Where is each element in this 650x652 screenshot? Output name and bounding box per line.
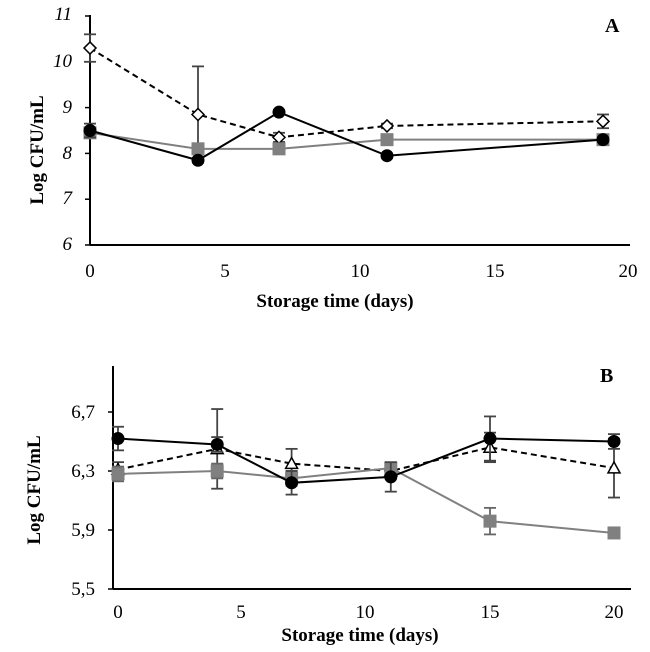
data-point-square [111,467,125,481]
data-point-circle [83,124,97,137]
x-axis-title: Storage time (days) [256,291,413,312]
x-tick-label: 5 [220,261,230,282]
data-point-circle [607,435,621,448]
x-tick-label: 20 [619,261,638,282]
data-point-circle [483,432,497,446]
data-point-circle [191,153,205,167]
y-tick-label: 5,5 [71,579,95,600]
data-point-square [272,142,286,156]
data-point-square [483,514,497,528]
y-tick-label: 6 [63,234,73,255]
x-tick-label: 0 [113,602,123,623]
series-line [117,437,615,484]
x-tick-label: 5 [236,602,246,623]
y-tick-label: 6,3 [71,461,95,482]
data-point-diamond [190,107,206,122]
y-tick-label: 11 [54,4,72,25]
data-point-square [607,526,621,540]
data-point-square [210,464,224,478]
data-point-circle [285,476,299,490]
data-point-square [380,133,394,147]
y-tick-label: 6,7 [71,402,95,423]
data-point-diamond [595,114,611,129]
x-axis-title: Storage time (days) [281,625,438,646]
data-point-circle [380,149,394,163]
plot-marks-a [82,15,611,246]
x-tick-label: 20 [605,602,624,623]
series-line [89,47,604,139]
data-point-diamond [379,118,395,133]
data-point-circle [384,470,398,484]
x-tick-label: 10 [356,602,375,623]
panel-label-a: A [605,15,620,37]
series-line [117,446,615,473]
series-line [117,467,615,534]
panel-label-b: B [600,365,613,387]
x-tick-label: 15 [481,602,500,623]
x-tick-label: 15 [486,261,505,282]
data-point-triangle [606,460,622,474]
x-tick-label: 0 [85,261,95,282]
series-line [89,111,604,162]
chart-panel-a: A 6 7 8 9 10 11 0 5 10 15 20 Storage tim… [27,4,638,312]
chart-panel-b: B 5,5 5,9 6,3 6,7 0 5 10 15 20 Storage t… [24,365,631,646]
data-point-diamond [82,40,98,56]
series-line [89,131,603,150]
y-tick-label: 5,9 [71,520,95,541]
data-point-circle [111,432,125,446]
data-point-triangle [284,456,299,470]
y-tick-label: 7 [63,188,74,209]
plot-marks-b [108,408,622,590]
x-tick-label: 10 [351,261,370,282]
data-point-square [191,142,205,156]
y-tick-label: 10 [53,51,73,72]
y-axis-title: Log CFU/mL [27,95,48,204]
data-point-circle [272,105,286,119]
y-axis-title: Log CFU/mL [24,435,45,544]
y-tick-label: 8 [63,143,73,164]
y-tick-label: 9 [63,97,73,118]
data-point-circle [596,133,610,147]
data-point-circle [210,437,224,451]
